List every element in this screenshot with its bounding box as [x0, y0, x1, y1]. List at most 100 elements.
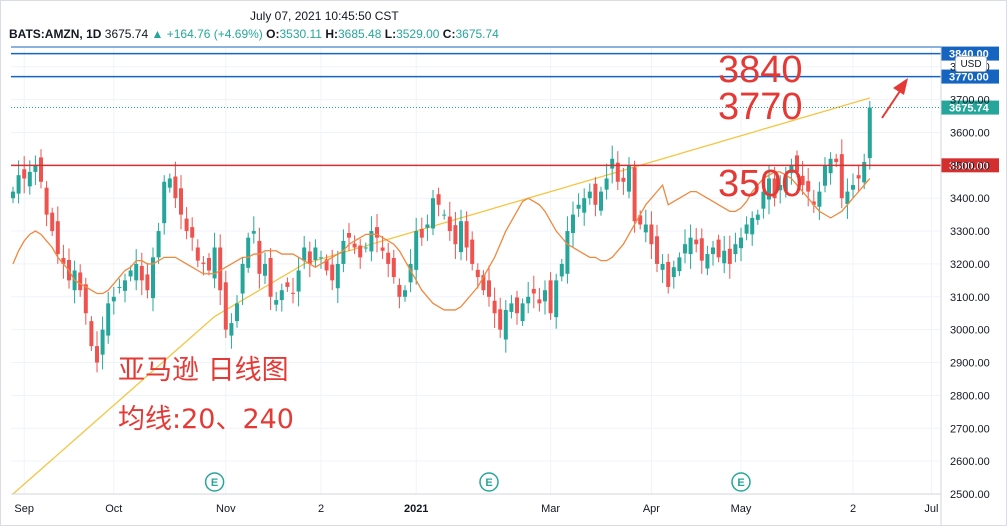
candle-body: [515, 297, 519, 314]
candle: [436, 187, 441, 217]
candle-body: [767, 178, 771, 200]
candle: [554, 273, 559, 329]
candle: [291, 278, 295, 304]
candle-body: [599, 191, 603, 211]
candle-body: [431, 198, 435, 229]
candle-body: [783, 175, 788, 191]
candle: [795, 150, 799, 177]
candle-body: [106, 303, 111, 336]
candle-body: [554, 280, 559, 318]
price-tick-label: 3600.00: [950, 127, 990, 139]
candle-body: [543, 290, 547, 302]
earnings-marker-label: E: [211, 477, 218, 489]
candle-body: [61, 258, 66, 264]
candle: [89, 316, 94, 352]
earnings-marker-label: E: [737, 477, 744, 489]
candle: [442, 209, 447, 220]
candle: [750, 211, 755, 246]
candle: [78, 264, 83, 297]
candle: [531, 275, 536, 309]
candle: [587, 183, 592, 205]
ohlc-legend: BATS:AMZN, 1D 3675.74 ▲ +164.76 (+4.69%)…: [9, 27, 499, 41]
candle-body: [229, 323, 234, 336]
candle: [739, 227, 743, 262]
candle-body: [156, 231, 161, 258]
candle-body: [369, 231, 374, 252]
candle-body: [683, 244, 687, 254]
candle: [167, 173, 172, 193]
candle-body: [207, 258, 211, 271]
candle: [386, 242, 391, 278]
candle: [190, 217, 195, 251]
time-tick-label: 2: [850, 503, 856, 515]
candle-body: [694, 239, 699, 245]
candle: [817, 181, 822, 220]
arrow-up-icon: [881, 78, 908, 119]
candle-body: [716, 239, 721, 258]
candle-body: [582, 198, 587, 213]
earnings-marker: E: [479, 472, 499, 492]
candle: [515, 290, 519, 325]
candle-body: [22, 169, 27, 179]
candles-layer: [11, 100, 872, 373]
ma20-line: [12, 171, 871, 311]
candle: [391, 249, 396, 284]
candle: [363, 242, 368, 253]
candle-body: [55, 221, 60, 255]
candle-body: [487, 280, 491, 297]
candle: [257, 227, 262, 289]
candle-body: [358, 245, 363, 258]
candle-body: [341, 240, 346, 264]
candle: [302, 235, 307, 269]
candle: [481, 270, 486, 296]
candle: [856, 165, 861, 192]
candle-body: [727, 248, 732, 264]
candle-body: [240, 263, 245, 294]
candle: [375, 213, 379, 253]
horizontal-line-label-bg: [941, 158, 999, 173]
candle-body: [436, 194, 441, 205]
candle-body: [27, 171, 32, 187]
candle-body: [313, 247, 318, 260]
candle-body: [291, 292, 295, 294]
candle-body: [223, 282, 228, 330]
candle: [27, 160, 32, 195]
candle-body: [475, 269, 480, 278]
candle: [688, 224, 693, 269]
candle-body: [167, 178, 172, 188]
candle: [274, 291, 279, 312]
candle: [492, 287, 497, 329]
candle-body: [375, 227, 379, 238]
open-label: O:: [266, 27, 280, 41]
candle-body: [671, 267, 676, 278]
candle-body: [425, 224, 430, 228]
candle: [599, 186, 603, 216]
candle: [828, 152, 833, 185]
low-value: 3529.00: [396, 27, 440, 41]
candle: [156, 222, 161, 264]
candle-body: [380, 247, 385, 251]
candle: [95, 331, 99, 373]
candle-body: [453, 225, 458, 245]
candle-body: [845, 191, 850, 205]
ma240-layer: [12, 97, 870, 495]
candle-body: [307, 251, 312, 264]
candle-body: [806, 181, 811, 192]
candle: [475, 263, 480, 289]
candle-body: [509, 303, 514, 312]
currency-badge[interactable]: USD: [955, 56, 987, 72]
candle-body: [655, 236, 659, 264]
candle: [397, 278, 402, 309]
earnings-marker-circle: [479, 472, 499, 492]
time-tick-label: Mar: [541, 503, 560, 515]
candle: [671, 260, 676, 289]
candle: [559, 258, 564, 282]
candle: [369, 216, 374, 262]
candle-body: [263, 263, 267, 276]
candle: [268, 248, 273, 310]
candle: [453, 211, 458, 259]
candle: [173, 161, 178, 209]
candle: [212, 232, 217, 289]
chart-datetime: July 07, 2021 10:45:50 CST: [250, 9, 399, 23]
